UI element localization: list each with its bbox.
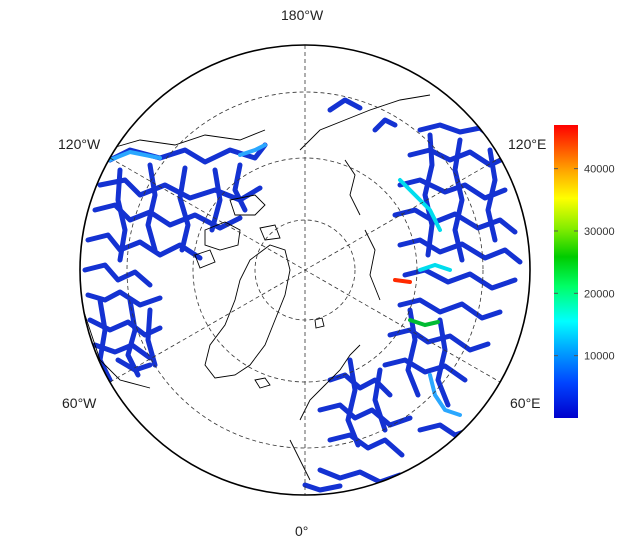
map-frame — [79, 44, 531, 496]
colorbar-ticks: 40000 30000 20000 10000 — [554, 164, 615, 363]
meridian-120-300 — [109, 157, 501, 383]
longitude-label-bottom: 0° — [295, 523, 309, 539]
colorbar-tick-label: 30000 — [584, 226, 615, 238]
longitude-label-lower-right: 60°E — [510, 395, 541, 411]
colorbar: 40000 30000 20000 10000 — [554, 125, 615, 418]
graticule — [109, 45, 501, 495]
colorbar-gradient — [554, 125, 578, 418]
longitude-label-upper-left: 120°W — [58, 136, 101, 152]
coastline-layer — [80, 94, 431, 481]
colorbar-tick-label: 10000 — [584, 351, 615, 363]
colorbar-tick-label: 40000 — [584, 164, 615, 176]
latitude-circle-outer — [126, 91, 484, 449]
map-disc — [80, 45, 530, 495]
longitude-label-top: 180°W — [281, 7, 324, 23]
river-network-layer — [82, 97, 523, 493]
longitude-label-lower-left: 60°W — [62, 395, 97, 411]
longitude-label-upper-right: 120°E — [508, 136, 547, 152]
colorbar-tick-label: 20000 — [584, 288, 615, 300]
